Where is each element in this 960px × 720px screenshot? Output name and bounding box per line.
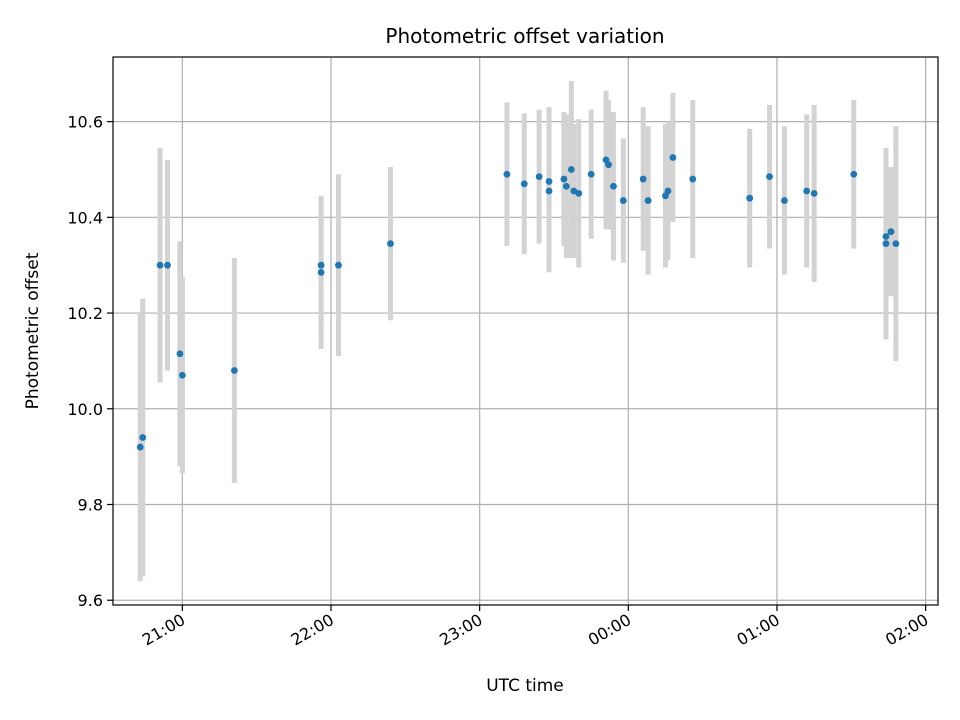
x-tick-label: 22:00 <box>288 610 337 650</box>
y-tick-label: 10.6 <box>67 113 103 132</box>
data-point <box>575 190 583 197</box>
data-point <box>892 240 900 248</box>
data-point <box>850 170 858 178</box>
data-point <box>562 182 570 190</box>
data-point <box>882 240 890 248</box>
data-point <box>882 233 890 240</box>
data-point <box>766 173 773 181</box>
y-tick-label: 10.4 <box>67 208 103 227</box>
data-point <box>644 197 652 204</box>
y-tick-label: 9.8 <box>78 495 103 514</box>
data-point <box>639 175 647 183</box>
data-point <box>335 261 342 269</box>
y-tick-label: 10.0 <box>67 400 103 419</box>
x-tick-label: 21:00 <box>139 610 188 650</box>
data-point <box>503 170 511 178</box>
data-point <box>619 197 627 204</box>
data-point <box>156 261 164 269</box>
x-tick-label: 01:00 <box>734 610 783 650</box>
data-point <box>560 175 568 183</box>
data-point <box>610 182 617 190</box>
data-point <box>535 173 543 181</box>
data-point <box>689 175 697 183</box>
data-point <box>664 187 672 195</box>
data-point <box>136 443 144 451</box>
data-point <box>567 166 575 173</box>
x-axis-label: UTC time <box>486 676 564 696</box>
data-point <box>810 190 818 197</box>
data-point <box>669 154 677 161</box>
data-point <box>887 228 895 236</box>
data-point <box>317 268 325 276</box>
data-point <box>176 350 184 358</box>
x-tick-label: 02:00 <box>882 610 931 650</box>
chart-title: Photometric offset variation <box>385 24 664 48</box>
data-point <box>230 367 238 374</box>
data-point <box>317 261 325 269</box>
y-tick-label: 9.6 <box>78 591 103 610</box>
x-tick-label: 23:00 <box>436 610 485 650</box>
data-markers <box>136 154 900 451</box>
axes-frame <box>112 56 939 606</box>
data-point <box>780 197 788 204</box>
data-point <box>164 261 171 269</box>
data-point <box>545 187 553 195</box>
y-tick-label: 10.2 <box>67 304 103 323</box>
data-point <box>587 170 595 178</box>
y-axis-label: Photometric offset <box>23 252 43 409</box>
data-point <box>605 161 612 169</box>
data-point <box>520 180 528 188</box>
data-point <box>139 434 147 441</box>
data-point <box>387 240 394 248</box>
x-tick-label: 00:00 <box>585 610 634 650</box>
data-point <box>545 178 553 185</box>
data-point <box>178 371 186 379</box>
data-point <box>746 194 754 202</box>
data-point <box>803 187 811 195</box>
axis-ticks: 9.6 9.8 10.0 10.2 10.4 10.6 21:00 22:00 23:00 00:… <box>67 113 931 650</box>
error-bars <box>137 80 899 582</box>
